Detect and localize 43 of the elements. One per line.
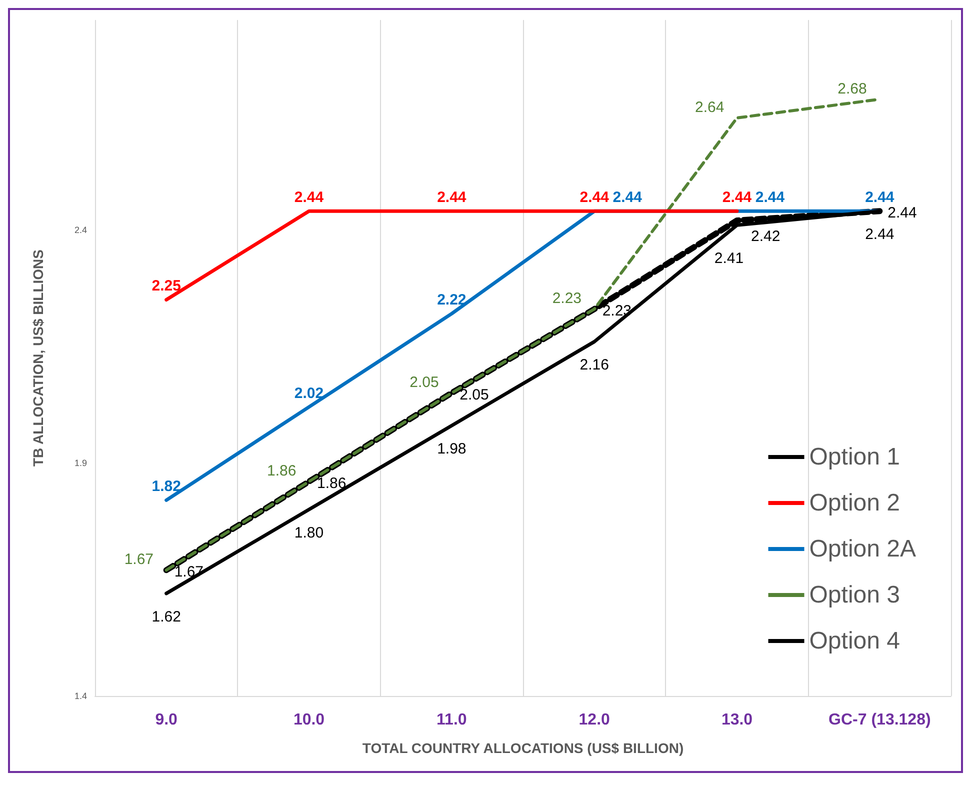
legend-label: Option 2	[809, 490, 900, 516]
data-label: 1.98	[437, 440, 466, 458]
data-label: 1.67	[124, 551, 154, 568]
legend-label: Option 2A	[809, 536, 916, 562]
x-tick-label: 9.0	[155, 712, 178, 728]
data-label: 1.82	[152, 478, 181, 496]
x-tick-label: GC-7 (13.128)	[828, 712, 931, 728]
data-label: 1.62	[152, 608, 181, 626]
data-label: 2.64	[695, 98, 724, 116]
data-label: 2.44	[612, 189, 643, 206]
x-tick-label: 13.0	[721, 712, 753, 728]
x-tick-label: 10.0	[293, 712, 325, 728]
data-label: 2.44	[888, 204, 917, 222]
data-label: 1.86	[267, 462, 296, 480]
data-label: 2.68	[838, 80, 867, 98]
data-label: 2.44	[865, 189, 895, 206]
data-label: 2.44	[865, 226, 894, 244]
data-label: 2.23	[552, 290, 582, 308]
data-label: 2.44	[580, 189, 610, 206]
y-tick-label: 1.4	[74, 691, 87, 701]
legend-label: Option 4	[809, 628, 900, 654]
x-tick-label: 12.0	[578, 712, 610, 728]
y-tick-label: 1.9	[74, 458, 87, 468]
data-label: 2.25	[152, 278, 181, 295]
y-tick-label: 2.4	[74, 224, 87, 235]
data-label: 1.80	[294, 524, 324, 542]
x-tick-label: 11.0	[436, 712, 467, 728]
data-label: 2.44	[755, 189, 786, 206]
x-axis-title: TOTAL COUNTRY ALLOCATIONS (US$ BILLION)	[362, 740, 684, 756]
data-label: 2.41	[714, 250, 744, 268]
data-label: 2.22	[437, 292, 466, 309]
data-label: 2.42	[751, 228, 780, 245]
legend-label: Option 3	[809, 582, 900, 608]
data-label: 2.05	[460, 386, 489, 404]
data-label: 2.44	[722, 189, 752, 206]
data-label: 2.16	[580, 356, 609, 374]
data-label: 1.86	[317, 475, 346, 492]
y-axis-title: TB ALLOCATION, US$ BILLIONS	[30, 250, 46, 466]
legend-label: Option 1	[809, 444, 900, 470]
data-label: 2.02	[294, 384, 324, 402]
data-label: 2.44	[437, 189, 467, 206]
data-label: 2.44	[294, 189, 324, 206]
data-label: 2.05	[410, 374, 439, 391]
